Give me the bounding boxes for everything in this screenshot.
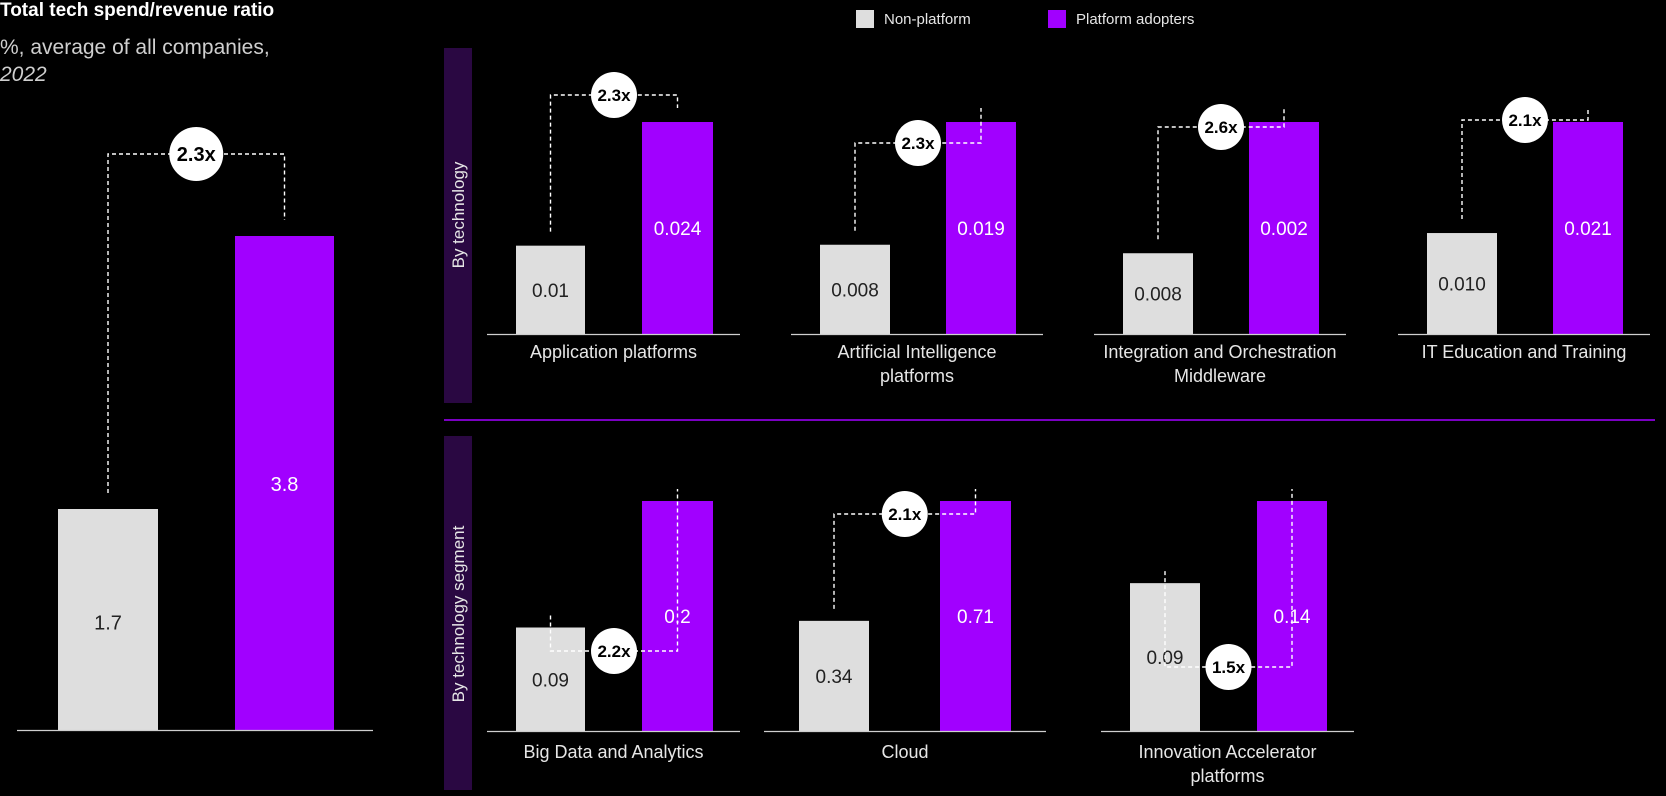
- category-label: Artificial Intelligence: [837, 342, 996, 362]
- multiplier-bubble: [1502, 97, 1548, 143]
- section-band-technology: [444, 48, 472, 403]
- section-label-segment: By technology segment: [449, 525, 468, 702]
- subtitle-text: %, average of all companies,: [0, 36, 270, 59]
- bar-non-platform: [58, 509, 158, 730]
- legend-label-platform: Platform adopters: [1076, 10, 1195, 28]
- value-label: 0.008: [831, 280, 879, 301]
- legend-label-non-platform: Non-platform: [884, 10, 971, 28]
- value-label: 0.002: [1260, 219, 1308, 240]
- value-label: 0.14: [1274, 607, 1311, 628]
- multiplier-bracket: [833, 489, 977, 609]
- multiplier-label: 2.1x: [888, 505, 922, 524]
- value-label: 3.8: [271, 474, 299, 496]
- bar-platform: [1249, 122, 1319, 334]
- value-label: 0.019: [957, 219, 1005, 240]
- bar-group-4: 0.008 0.002 2.6x Integration and Orchestrat…: [1094, 104, 1346, 386]
- bar-non-platform: [1123, 253, 1193, 334]
- category-label: IT Education and Training: [1422, 342, 1627, 362]
- value-label: 0.34: [816, 667, 853, 688]
- category-label: Big Data and Analytics: [523, 742, 703, 762]
- multiplier-bubble: [1205, 644, 1252, 690]
- bar-platform: [642, 122, 713, 334]
- bar-platform: [946, 122, 1016, 334]
- multiplier-bubble: [169, 127, 224, 181]
- bar-platform: [235, 236, 334, 730]
- bar-platform: [1553, 122, 1623, 334]
- bar-group-5: 0.010 0.021 2.1x IT Education and Training: [1398, 97, 1650, 362]
- bar-non-platform: [820, 244, 890, 334]
- legend-swatch-platform: [1048, 10, 1066, 28]
- legend-swatch-non-platform: [856, 10, 874, 28]
- category-label: platforms: [1190, 766, 1264, 786]
- bar-group-1: 1.7 3.8 2.3x: [17, 127, 373, 732]
- chart-subtitle: %, average of all companies, 2022: [0, 34, 330, 88]
- category-label: platforms: [880, 366, 954, 386]
- category-label: Integration and Orchestration: [1103, 342, 1336, 362]
- subtitle-year: 2022: [0, 63, 47, 86]
- legend-platform: Platform adopters: [1048, 8, 1194, 30]
- multiplier-bubble: [591, 628, 637, 674]
- multiplier-label: 2.2x: [597, 642, 631, 661]
- multiplier-bubble: [881, 491, 928, 537]
- category-label: Middleware: [1174, 366, 1266, 386]
- value-label: 1.7: [94, 613, 122, 635]
- legend-non-platform: Non-platform: [856, 8, 971, 30]
- bar-group-3: 0.008 0.019 2.3x Artificial Intelligence pla…: [791, 108, 1043, 386]
- multiplier-label: 2.6x: [1204, 118, 1238, 137]
- chart-title: Total tech spend/revenue ratio: [0, 0, 275, 21]
- multiplier-label: 2.3x: [177, 144, 216, 166]
- multiplier-bubble: [591, 72, 637, 118]
- section-band-segment: [444, 436, 472, 790]
- bar-non-platform: [516, 245, 585, 334]
- multiplier-label: 2.1x: [1508, 111, 1542, 130]
- value-label: 0.71: [957, 607, 994, 628]
- value-label: 0.09: [532, 670, 569, 691]
- value-label: 0.010: [1438, 275, 1486, 296]
- category-label: Application platforms: [530, 342, 697, 362]
- multiplier-label: 2.3x: [597, 86, 631, 105]
- section-label-technology: By technology: [449, 161, 468, 268]
- multiplier-label: 2.3x: [901, 134, 935, 153]
- multiplier-bracket: [1164, 489, 1293, 668]
- value-label: 0.008: [1134, 285, 1182, 306]
- value-label: 0.021: [1564, 219, 1612, 240]
- multiplier-bubble: [1198, 104, 1244, 150]
- bar-group-7: 0.34 0.71 2.1x Cloud: [764, 489, 1046, 762]
- multiplier-label: 1.5x: [1212, 658, 1246, 677]
- category-label: Innovation Accelerator: [1138, 742, 1316, 762]
- category-label: Cloud: [881, 742, 928, 762]
- value-label: 0.024: [654, 219, 702, 240]
- bar-group-2: 0.01 0.024 2.3x Application platforms: [487, 72, 740, 362]
- bar-non-platform: [1427, 233, 1497, 334]
- bar-platform: [940, 501, 1011, 731]
- bar-non-platform: [799, 620, 869, 731]
- value-label: 0.01: [532, 281, 569, 302]
- multiplier-bubble: [895, 120, 941, 166]
